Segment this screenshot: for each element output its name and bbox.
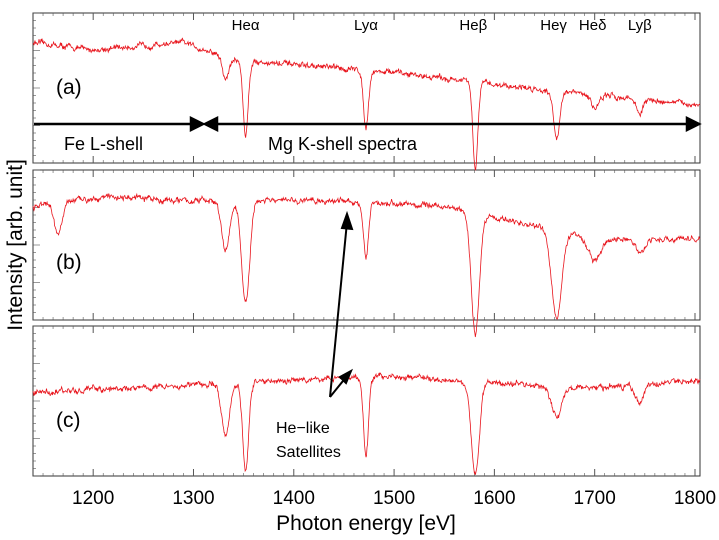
x-tick-label: 1300	[172, 488, 214, 509]
x-axis-title: Photon energy [eV]	[276, 512, 456, 535]
satellite-arrowhead-lower	[338, 368, 354, 385]
spectrum-series-c	[32, 372, 701, 475]
x-tick-label: 1800	[674, 488, 716, 509]
x-tick-label: 1700	[574, 488, 616, 509]
x-tick-label: 1200	[72, 488, 114, 509]
fe-arrowhead	[189, 115, 206, 133]
y-axis-title: Intensity [arb. unit]	[4, 159, 27, 331]
line-label-he-delta: Heδ	[579, 17, 607, 34]
x-tick-label: 1600	[473, 488, 515, 509]
panel-label-c: (c)	[56, 409, 81, 432]
series-layer	[32, 37, 701, 475]
mg-k-shell-label: Mg K-shell spectra	[268, 134, 418, 154]
panel-label-a: (a)	[56, 76, 82, 99]
x-tick-labels: 1200 1300 1400 1500 1600 1700 1800	[72, 488, 716, 509]
satellite-arrow-upper	[329, 221, 348, 398]
line-label-ly-alpha: Lyα	[354, 17, 378, 34]
region-arrows	[34, 115, 702, 133]
satellite-label-line2: Satellites	[276, 444, 341, 461]
satellite-arrows	[329, 210, 354, 398]
mg-arrowhead-right	[685, 115, 702, 133]
satellite-label-line1: He−like	[276, 420, 330, 437]
tick-marks-layer	[33, 12, 696, 477]
mg-arrowhead-left	[202, 115, 219, 133]
line-label-he-alpha: Heα	[232, 17, 260, 34]
x-tick-label: 1400	[273, 488, 315, 509]
fe-l-shell-label: Fe L-shell	[64, 134, 143, 154]
panel-frame-b	[32, 169, 701, 321]
spectrum-series-b	[32, 192, 701, 338]
satellite-arrowhead-upper	[340, 210, 354, 231]
panel-label-b: (b)	[56, 251, 82, 274]
spectrum-series-a	[32, 37, 701, 171]
line-label-ly-beta: Lyβ	[628, 17, 652, 34]
x-tick-label: 1500	[373, 488, 415, 509]
line-label-he-gamma: Heγ	[540, 17, 567, 34]
line-label-he-beta: Heβ	[459, 17, 487, 34]
